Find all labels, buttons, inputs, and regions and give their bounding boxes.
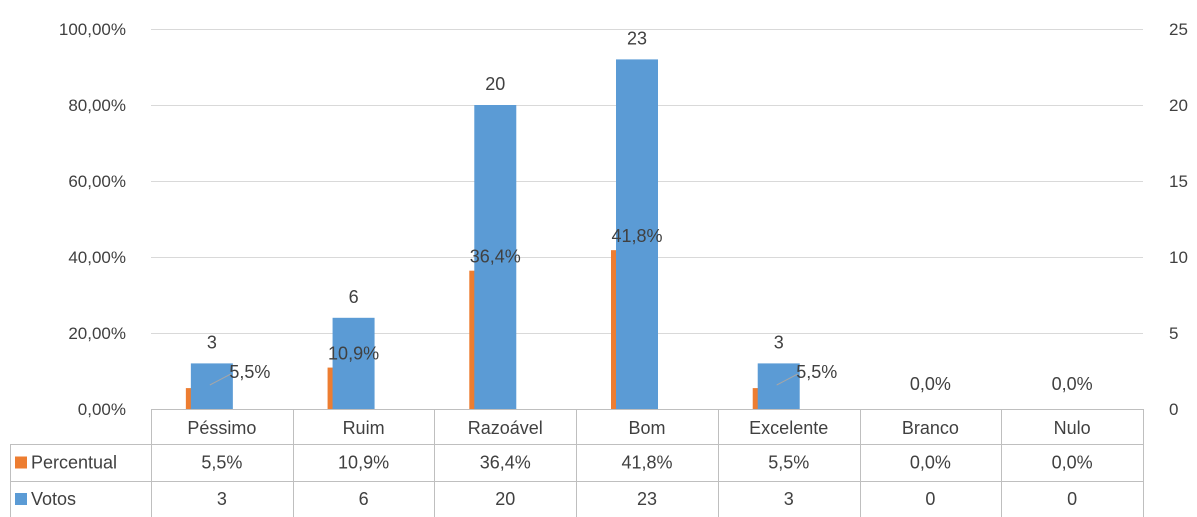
table-cell: 0: [1067, 489, 1077, 509]
left-axis-tick-label: 60,00%: [68, 172, 126, 191]
category-label: Nulo: [1054, 418, 1091, 438]
data-label-percentual: 5,5%: [796, 362, 837, 382]
table-cell: 0: [925, 489, 935, 509]
category-label: Péssimo: [187, 418, 256, 438]
category-label: Branco: [902, 418, 959, 438]
data-label-percentual: 10,9%: [328, 344, 379, 364]
data-label-votos: 23: [627, 28, 647, 48]
data-label-percentual: 0,0%: [910, 374, 951, 394]
right-axis-tick-label: 10: [1169, 248, 1188, 267]
table-cell: 5,5%: [768, 453, 809, 473]
right-axis-tick-label: 5: [1169, 324, 1178, 343]
table-cell: 23: [637, 489, 657, 509]
data-label-percentual: 5,5%: [229, 362, 270, 382]
right-axis-tick-label: 0: [1169, 400, 1178, 419]
left-axis-tick-label: 40,00%: [68, 248, 126, 267]
left-axis-tick-label: 20,00%: [68, 324, 126, 343]
right-axis-tick-label: 20: [1169, 96, 1188, 115]
data-table: Péssimo Ruim Razoável Bom Excelente Branco Nul…: [10, 409, 1144, 517]
table-cell: 0,0%: [1052, 453, 1093, 473]
table-cell: 0,0%: [910, 453, 951, 473]
bar-votos: [190, 363, 233, 409]
table-cell: 5,5%: [201, 453, 242, 473]
table-cell: 6: [359, 489, 369, 509]
category-label: Razoável: [468, 418, 543, 438]
bar-votos: [474, 105, 517, 409]
table-cell: 20: [495, 489, 515, 509]
data-label-votos: 6: [349, 287, 359, 307]
bar-votos: [332, 317, 375, 409]
right-axis: 0 5 10 15 20 25: [1169, 20, 1188, 419]
table-cell: 10,9%: [338, 453, 389, 473]
left-axis: 0,00% 20,00% 40,00% 60,00% 80,00% 100,00%: [59, 20, 126, 419]
bars: [185, 59, 800, 410]
left-axis-tick-label: 80,00%: [68, 96, 126, 115]
table-cell: 3: [784, 489, 794, 509]
data-label-percentual: 41,8%: [611, 226, 662, 246]
data-labels: 3 6 20 23 3 5,5% 10,9% 36,4% 41,8% 5,5% 0,0% 0,0%: [207, 28, 1093, 394]
legend-key-percentual: [15, 456, 27, 469]
legend-key-votos: [15, 493, 27, 505]
category-label: Bom: [628, 418, 665, 438]
legend-series-name: Percentual: [31, 453, 117, 473]
left-axis-tick-label: 100,00%: [59, 20, 126, 39]
legend-series-name: Votos: [31, 489, 76, 509]
data-label-percentual: 36,4%: [470, 247, 521, 267]
table-cell: 3: [217, 489, 227, 509]
data-label-votos: 3: [774, 332, 784, 352]
table-cell: 41,8%: [621, 453, 672, 473]
bar-votos: [616, 59, 658, 410]
table-cell: 36,4%: [480, 453, 531, 473]
leader-line: [776, 373, 798, 386]
left-axis-tick-label: 0,00%: [78, 400, 126, 419]
right-axis-tick-label: 15: [1169, 172, 1188, 191]
data-label-percentual: 0,0%: [1052, 374, 1093, 394]
right-axis-tick-label: 25: [1169, 20, 1188, 39]
category-label: Excelente: [749, 418, 828, 438]
data-label-votos: 3: [207, 332, 217, 352]
bar-votos: [757, 363, 800, 409]
data-label-votos: 20: [485, 74, 505, 94]
category-label: Ruim: [343, 418, 385, 438]
leader-line: [209, 373, 232, 386]
